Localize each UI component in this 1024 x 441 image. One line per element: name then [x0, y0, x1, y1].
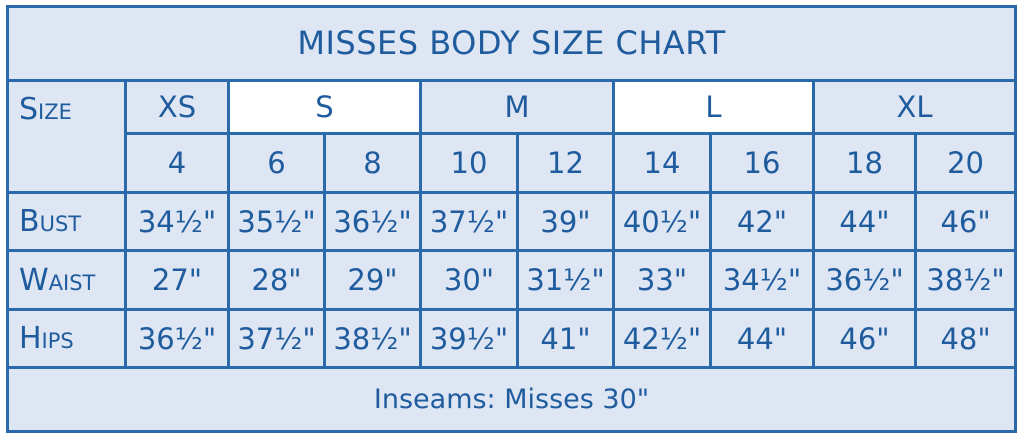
cell-hips-4: 36½"	[124, 307, 230, 370]
cell-bust-16: 42"	[709, 190, 815, 253]
size-group-xs: XS	[124, 78, 230, 136]
cell-waist-14: 33"	[612, 249, 712, 311]
size-label: Size	[6, 78, 127, 194]
cell-waist-20: 38½"	[913, 249, 1018, 311]
cell-bust-10: 37½"	[419, 190, 519, 253]
cell-waist-4: 27"	[124, 249, 230, 311]
cell-waist-6: 28"	[227, 249, 326, 311]
inseam-note: Inseams: Misses 30"	[5, 366, 1018, 433]
cell-bust-18: 44"	[812, 190, 917, 253]
row-label-hips: Hips	[6, 307, 127, 370]
cell-hips-16: 44"	[709, 307, 815, 370]
cell-waist-16: 34½"	[709, 249, 815, 311]
size-number-16: 16	[709, 132, 815, 194]
size-number-8: 8	[323, 132, 422, 194]
cell-waist-10: 30"	[419, 249, 519, 311]
size-number-14: 14	[612, 132, 712, 194]
cell-hips-6: 37½"	[227, 307, 326, 370]
cell-bust-8: 36½"	[323, 190, 422, 253]
size-number-12: 12	[516, 132, 615, 194]
cell-hips-8: 38½"	[323, 307, 422, 370]
size-number-20: 20	[913, 132, 1018, 194]
size-number-4: 4	[124, 132, 230, 194]
cell-hips-20: 48"	[913, 307, 1018, 370]
row-label-bust: Bust	[6, 190, 127, 253]
size-group-xl: XL	[811, 78, 1018, 136]
chart-title: MISSES BODY SIZE CHART	[5, 5, 1018, 82]
cell-bust-20: 46"	[913, 190, 1018, 253]
cell-hips-14: 42½"	[612, 307, 712, 370]
cell-waist-8: 29"	[323, 249, 422, 311]
cell-bust-12: 39"	[516, 190, 615, 253]
size-group-l: L	[612, 78, 815, 136]
cell-bust-4: 34½"	[124, 190, 230, 253]
size-number-10: 10	[419, 132, 519, 194]
size-group-m: M	[419, 78, 615, 136]
cell-waist-12: 31½"	[516, 249, 615, 311]
size-number-6: 6	[227, 132, 326, 194]
cell-bust-6: 35½"	[227, 190, 326, 253]
cell-waist-18: 36½"	[812, 249, 917, 311]
cell-hips-10: 39½"	[419, 307, 519, 370]
size-number-18: 18	[812, 132, 917, 194]
size-group-s: S	[227, 78, 422, 136]
cell-hips-18: 46"	[812, 307, 917, 370]
row-label-waist: Waist	[6, 249, 127, 311]
cell-bust-14: 40½"	[612, 190, 712, 253]
cell-hips-12: 41"	[516, 307, 615, 370]
